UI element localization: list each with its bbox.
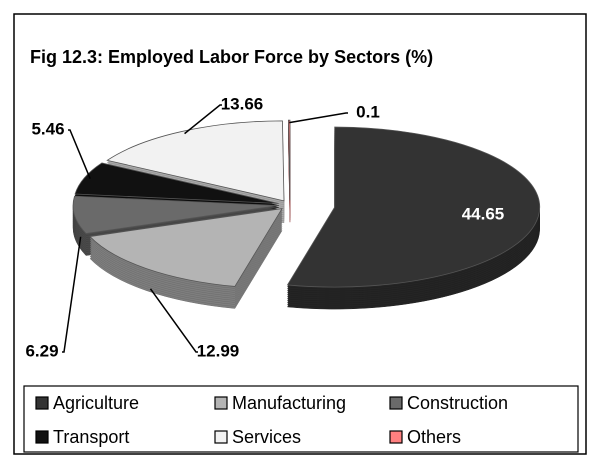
slice <box>286 126 541 288</box>
leader-line <box>149 288 198 353</box>
legend-swatch <box>35 430 49 444</box>
data-label: 13.66 <box>221 94 264 113</box>
slice <box>89 208 283 287</box>
data-label: 6.29 <box>25 341 58 360</box>
slice <box>106 120 285 202</box>
chart-title: Fig 12.3: Employed Labor Force by Sector… <box>30 47 433 67</box>
legend-swatch <box>214 396 228 410</box>
legend-label: Construction <box>407 393 508 413</box>
legend-label: Agriculture <box>53 393 139 413</box>
slice <box>287 119 291 201</box>
leader-line <box>68 129 91 179</box>
legend-swatch <box>389 396 403 410</box>
legend-label: Others <box>407 427 461 447</box>
legend-label: Transport <box>53 427 129 447</box>
data-label: 12.99 <box>197 341 240 360</box>
legend-swatch <box>214 430 228 444</box>
legend-label: Manufacturing <box>232 393 346 413</box>
legend-box <box>23 385 579 453</box>
data-label: 0.1 <box>356 102 380 121</box>
legend-swatch <box>35 396 49 410</box>
legend-label: Services <box>232 427 301 447</box>
data-label: 44.65 <box>462 204 505 223</box>
leader-line <box>184 104 222 135</box>
slice <box>72 195 279 234</box>
legend-swatch <box>389 430 403 444</box>
leader-line <box>62 236 82 353</box>
data-label: 5.46 <box>31 119 64 138</box>
leader-line <box>289 112 348 124</box>
slice <box>74 162 279 204</box>
